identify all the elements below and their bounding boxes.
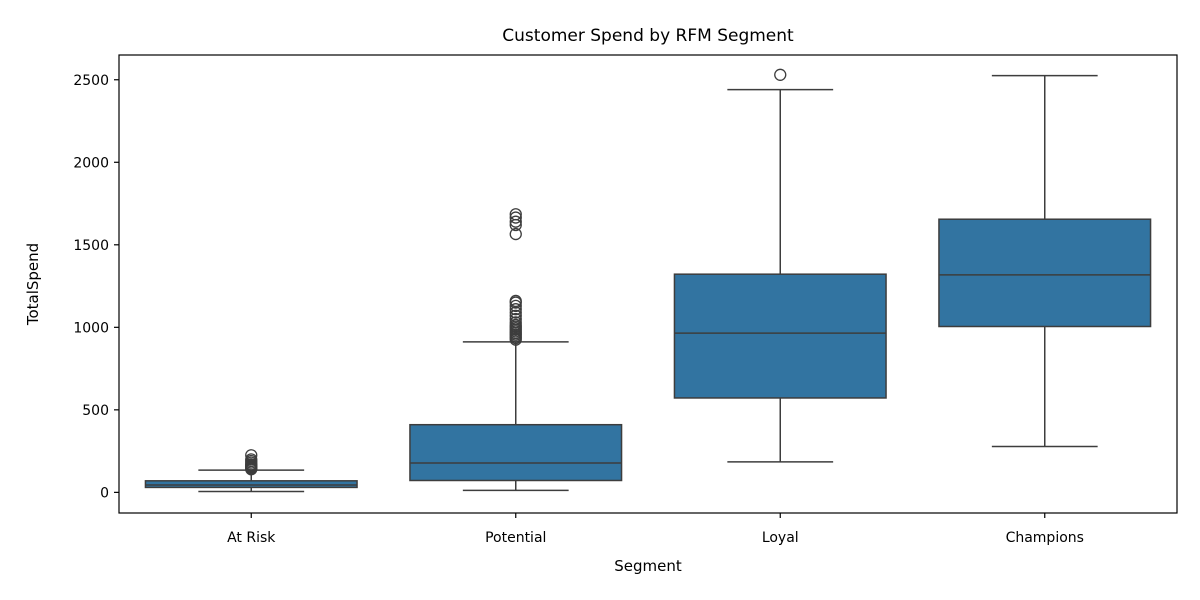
y-tick-label: 1000 bbox=[73, 320, 109, 336]
box-group bbox=[673, 68, 887, 463]
y-axis-label: TotalSpend bbox=[24, 243, 42, 326]
y-tick-label: 1500 bbox=[73, 238, 109, 254]
y-axis: 0 500 1000 1500 2000 2500 bbox=[73, 73, 119, 501]
box-group bbox=[144, 449, 358, 493]
outlier-point bbox=[245, 449, 258, 462]
plot-frame bbox=[118, 54, 1178, 514]
outlier-point bbox=[509, 309, 522, 322]
outlier-point bbox=[509, 316, 522, 329]
x-axis: At Risk Potential Loyal Champions bbox=[227, 513, 1084, 546]
box-group bbox=[409, 208, 623, 492]
box-iqr bbox=[938, 218, 1152, 328]
y-tick-label: 2500 bbox=[73, 73, 109, 89]
box-iqr bbox=[409, 423, 623, 482]
outlier-point bbox=[509, 211, 522, 224]
x-tick-label: At Risk bbox=[227, 530, 276, 546]
outlier-point bbox=[509, 303, 522, 316]
y-tick-label: 2000 bbox=[73, 155, 109, 171]
box-iqr bbox=[144, 480, 358, 489]
outlier-point bbox=[509, 312, 522, 326]
outlier-point bbox=[509, 208, 522, 221]
outlier-point bbox=[509, 294, 522, 308]
outlier-point bbox=[509, 215, 522, 228]
y-tick-label: 0 bbox=[100, 485, 109, 501]
plot-area bbox=[144, 68, 1152, 493]
outlier-point bbox=[245, 453, 258, 466]
x-tick-label: Potential bbox=[485, 530, 546, 546]
box-iqr bbox=[673, 273, 887, 399]
outlier-point bbox=[774, 68, 787, 81]
y-tick-label: 500 bbox=[82, 403, 109, 419]
outlier-point bbox=[509, 227, 522, 241]
x-tick-label: Loyal bbox=[762, 530, 799, 546]
box-group bbox=[938, 74, 1152, 448]
chart-title: Customer Spend by RFM Segment bbox=[502, 26, 794, 46]
x-axis-label: Segment bbox=[614, 557, 682, 575]
x-tick-label: Champions bbox=[1006, 530, 1084, 546]
outlier-point bbox=[509, 299, 522, 313]
